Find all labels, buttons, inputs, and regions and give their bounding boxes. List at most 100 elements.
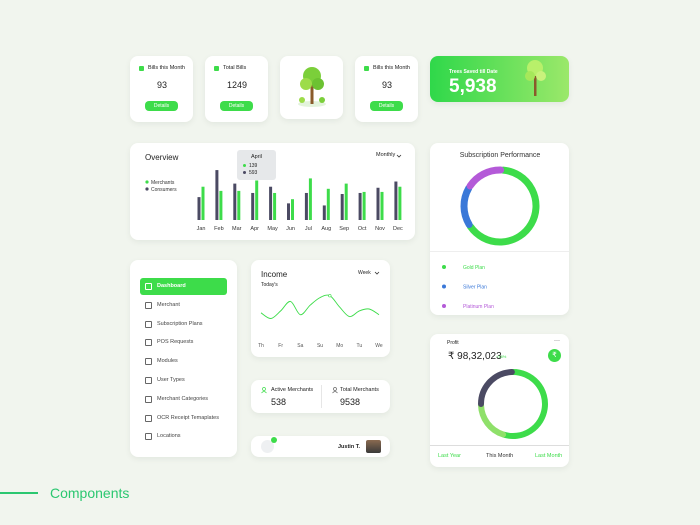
overview-title: Overview <box>145 153 179 162</box>
x-tick-label: Dec <box>393 226 403 232</box>
x-tick-label: Mo <box>336 343 343 349</box>
card-label: Bills this Month <box>148 65 185 71</box>
bar <box>380 191 384 220</box>
card-icon <box>139 66 144 71</box>
trees-value: 5,938 <box>449 76 497 97</box>
menu-item[interactable]: Locations <box>140 428 227 445</box>
bar <box>233 183 237 220</box>
menu-icon <box>145 414 152 422</box>
menu-icon <box>145 339 152 347</box>
profile-name[interactable]: Justin T. <box>338 444 361 450</box>
menu-icon <box>145 358 152 366</box>
tooltip-value: 139 <box>249 162 258 169</box>
details-button[interactable]: Details <box>145 101 178 111</box>
tree-illustration <box>525 60 546 96</box>
avatar[interactable] <box>366 440 381 453</box>
trees-card: Trees Saved till Date 5,938 <box>430 56 569 102</box>
menu-label: POS Requests <box>157 339 194 346</box>
menu-label: Merchant Categories <box>157 395 209 402</box>
bar <box>362 191 366 220</box>
menu-item[interactable]: Dashboard <box>140 278 227 295</box>
menu-label: Locations <box>157 433 181 440</box>
x-tick-label: Jul <box>305 226 312 232</box>
tooltip-value: 593 <box>249 169 258 176</box>
bar <box>326 188 330 220</box>
menu-label: User Types <box>157 377 185 383</box>
bar <box>394 181 398 220</box>
tooltip-title: April <box>251 154 263 160</box>
bar <box>291 199 294 220</box>
card-icon <box>214 66 219 71</box>
tree-illustration <box>298 67 326 107</box>
subscription-chart: Gold Plan Silver Plan Platinum Plan <box>442 166 540 310</box>
bar <box>304 192 308 220</box>
merchant-icon <box>332 387 338 394</box>
x-tick-label: Mar <box>232 226 242 232</box>
legend-label: Silver Plan <box>463 285 487 291</box>
menu-label: Dashboard <box>157 283 186 289</box>
summary-card: Total Bills 1249 Details <box>205 56 268 122</box>
merchant-label: Active Merchants <box>271 387 314 393</box>
bar <box>255 180 259 220</box>
trees-label: Trees Saved till Date <box>449 69 498 75</box>
menu-label: Merchant <box>157 301 180 308</box>
menu-item[interactable]: Merchant <box>140 297 227 314</box>
divider <box>321 385 322 408</box>
footer-line <box>0 492 38 494</box>
income-subtitle: Today's <box>261 282 278 288</box>
bar <box>340 194 344 220</box>
details-button[interactable]: Details <box>370 101 403 111</box>
legend-label: Merchants <box>151 180 175 186</box>
legend-label: Platinum Plan <box>463 304 494 310</box>
notification-badge <box>271 437 277 443</box>
period-dropdown[interactable]: Monthly <box>376 152 396 158</box>
donut-segment <box>460 184 473 229</box>
bar <box>237 190 241 220</box>
tab[interactable]: Last Year <box>438 453 461 459</box>
donut-segment <box>466 166 505 190</box>
profit-chart <box>478 369 548 439</box>
menu-item[interactable]: OCR Receipt Temaplates <box>140 410 227 427</box>
tab[interactable]: Last Month <box>535 453 563 459</box>
profit-change: +18% <box>496 354 507 359</box>
menu-item[interactable]: Modules <box>140 353 227 370</box>
bar <box>201 186 205 220</box>
x-tick-label: Aug <box>321 226 331 232</box>
bar <box>376 187 380 220</box>
legend-dot <box>145 180 149 184</box>
bar <box>269 186 273 220</box>
menu-label: Modules <box>157 358 178 365</box>
x-tick-label: Tu <box>357 343 363 349</box>
x-tick-label: May <box>267 226 278 232</box>
menu-item[interactable]: Merchant Categories <box>140 391 227 408</box>
x-tick-label: Oct <box>358 226 367 232</box>
x-tick-label: Sa <box>297 343 303 349</box>
legend-dot <box>442 284 446 289</box>
tooltip: April 139 593 <box>237 150 276 180</box>
menu-item[interactable]: POS Requests <box>140 334 227 351</box>
notification-button[interactable] <box>261 440 274 453</box>
profile-bar: Justin T. <box>251 436 390 457</box>
merchant-value: 9538 <box>340 397 361 407</box>
overview-chart: Jan Feb Mar Apr May Jun Jul Aug Sep Oct Nov Dec Merc… <box>145 170 403 232</box>
merchant-label: Total Merchants <box>340 387 379 393</box>
more-button[interactable]: ··· <box>554 338 560 344</box>
legend-label: Consumers <box>151 187 177 193</box>
bar <box>398 186 402 220</box>
details-button[interactable]: Details <box>220 101 253 111</box>
x-tick-label: Nov <box>375 226 385 232</box>
footer-title: Components <box>50 485 130 501</box>
income-line <box>260 294 380 319</box>
profit-amount: ₹ 98,32,023 <box>448 351 502 362</box>
menu-icon <box>145 433 152 441</box>
tab[interactable]: This Month <box>486 453 514 459</box>
legend-label: Gold Plan <box>463 265 485 271</box>
card-label: Bills this Month <box>373 65 410 71</box>
menu-item[interactable]: Subscription Plans <box>140 316 227 333</box>
period-dropdown[interactable]: Week <box>358 270 371 276</box>
tooltip-dot <box>243 171 246 174</box>
card-value: 93 <box>156 80 168 90</box>
menu-item[interactable]: User Types <box>140 372 227 389</box>
menu-label: OCR Receipt Temaplates <box>157 414 219 421</box>
